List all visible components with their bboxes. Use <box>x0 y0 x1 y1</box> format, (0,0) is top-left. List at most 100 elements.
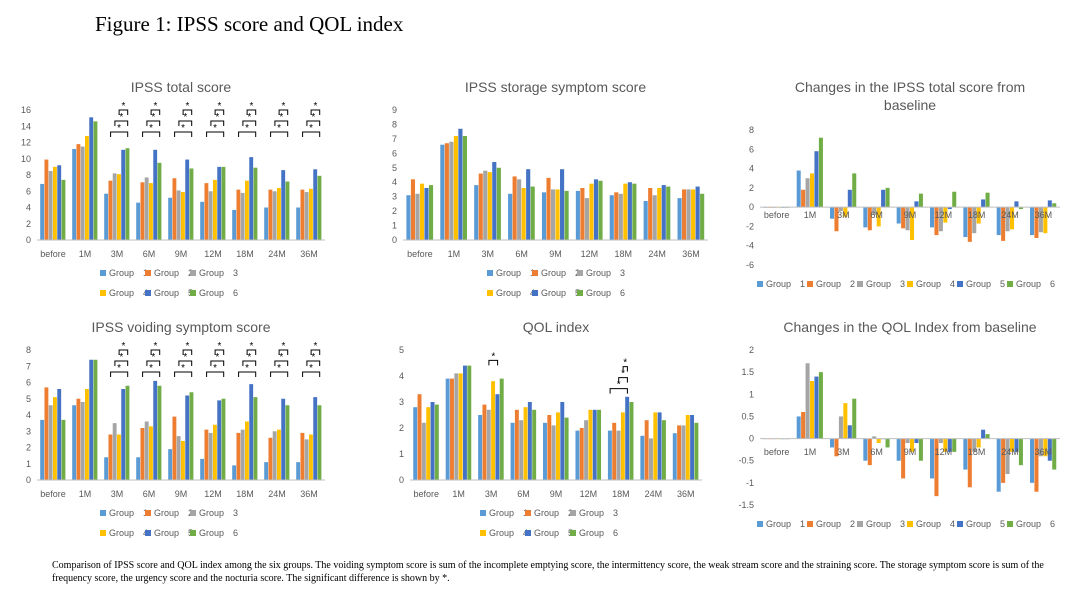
bar <box>449 141 454 240</box>
significance-star: * <box>313 101 317 112</box>
significance-star: * <box>119 112 123 123</box>
bar <box>530 186 535 240</box>
y-tick-label: 3 <box>392 192 397 202</box>
y-tick-label: -1 <box>746 478 754 488</box>
bar <box>415 193 420 240</box>
bar <box>172 178 177 240</box>
bar <box>607 430 612 480</box>
y-tick-label: 8 <box>26 345 31 355</box>
significance-bracket <box>206 371 225 377</box>
bar <box>406 195 411 240</box>
bar <box>125 148 130 240</box>
bar <box>221 398 226 480</box>
x-tick-label: 3M <box>837 210 850 220</box>
y-tick-label: 0 <box>392 235 397 245</box>
legend-swatch <box>190 510 196 516</box>
y-tick-label: 0 <box>26 475 31 485</box>
significance-bracket <box>278 109 289 115</box>
x-tick-label: 9M <box>549 249 562 259</box>
bar <box>834 207 839 232</box>
bar <box>985 192 990 208</box>
y-tick-label: 1 <box>392 221 397 231</box>
x-tick-label: 6M <box>870 210 883 220</box>
x-tick-label: 12M <box>580 489 598 499</box>
bar <box>1018 207 1023 210</box>
significance-star: * <box>181 123 185 134</box>
bar <box>657 412 662 480</box>
bar <box>104 457 109 480</box>
bar <box>157 385 162 480</box>
x-tick-label: 3M <box>111 489 124 499</box>
x-tick-label: 24M <box>1001 447 1019 457</box>
bar <box>852 398 857 439</box>
bar <box>938 207 943 232</box>
bar <box>189 168 194 240</box>
significance-bracket <box>278 349 289 355</box>
bar <box>910 438 915 452</box>
x-tick-label: 36M <box>677 489 695 499</box>
significance-star: * <box>117 123 121 134</box>
significance-star: * <box>217 101 221 112</box>
x-tick-label: before <box>413 489 439 499</box>
bar <box>512 176 517 240</box>
y-tick-label: 9 <box>392 105 397 115</box>
bar <box>547 415 552 480</box>
bar <box>801 189 806 208</box>
bar <box>1014 201 1019 208</box>
legend-swatch <box>487 290 493 296</box>
bar <box>1018 438 1023 466</box>
bar <box>1001 438 1006 483</box>
significance-bracket <box>114 120 129 126</box>
bar <box>253 167 258 240</box>
bar <box>85 389 89 480</box>
bar <box>112 173 117 241</box>
bar <box>643 201 648 240</box>
y-tick-label: 6 <box>392 148 397 158</box>
bar <box>625 396 630 480</box>
bar <box>300 189 305 241</box>
y-tick-label: 0 <box>26 235 31 245</box>
bar <box>584 420 589 480</box>
bar <box>474 185 479 240</box>
significance-bracket <box>274 360 289 366</box>
y-tick-label: 2 <box>26 219 31 229</box>
bar <box>682 189 687 240</box>
x-tick-label: 9M <box>904 210 917 220</box>
bar <box>901 207 906 229</box>
legend-label: Group 3 <box>866 279 905 289</box>
bar <box>419 183 425 240</box>
bar <box>44 159 49 240</box>
bar <box>434 404 439 480</box>
bar <box>61 179 66 241</box>
x-tick-label: before <box>407 249 433 259</box>
bar <box>1030 438 1035 483</box>
bar <box>930 207 935 228</box>
bar <box>149 183 153 241</box>
bar <box>486 409 491 480</box>
legend-swatch <box>757 281 763 287</box>
significance-bracket <box>210 120 225 126</box>
bar <box>467 365 472 480</box>
significance-star: * <box>151 112 155 123</box>
bar <box>1005 207 1010 232</box>
x-tick-label: before <box>764 210 790 220</box>
bar <box>686 189 691 240</box>
bar <box>157 162 162 240</box>
x-tick-label: before <box>764 447 790 457</box>
x-tick-label: 3M <box>111 249 124 259</box>
bar <box>863 438 868 461</box>
bar <box>963 438 968 470</box>
bar <box>313 169 318 240</box>
significance-bracket <box>242 120 257 126</box>
significance-star: * <box>121 101 125 112</box>
bar <box>249 384 254 481</box>
bar <box>1052 438 1057 470</box>
bar <box>140 182 145 240</box>
bar <box>649 438 653 480</box>
significance-star: * <box>149 363 153 374</box>
bar <box>609 195 614 240</box>
bar <box>189 392 194 480</box>
significance-bracket <box>178 120 193 126</box>
significance-bracket <box>306 360 321 366</box>
bar <box>627 182 632 240</box>
